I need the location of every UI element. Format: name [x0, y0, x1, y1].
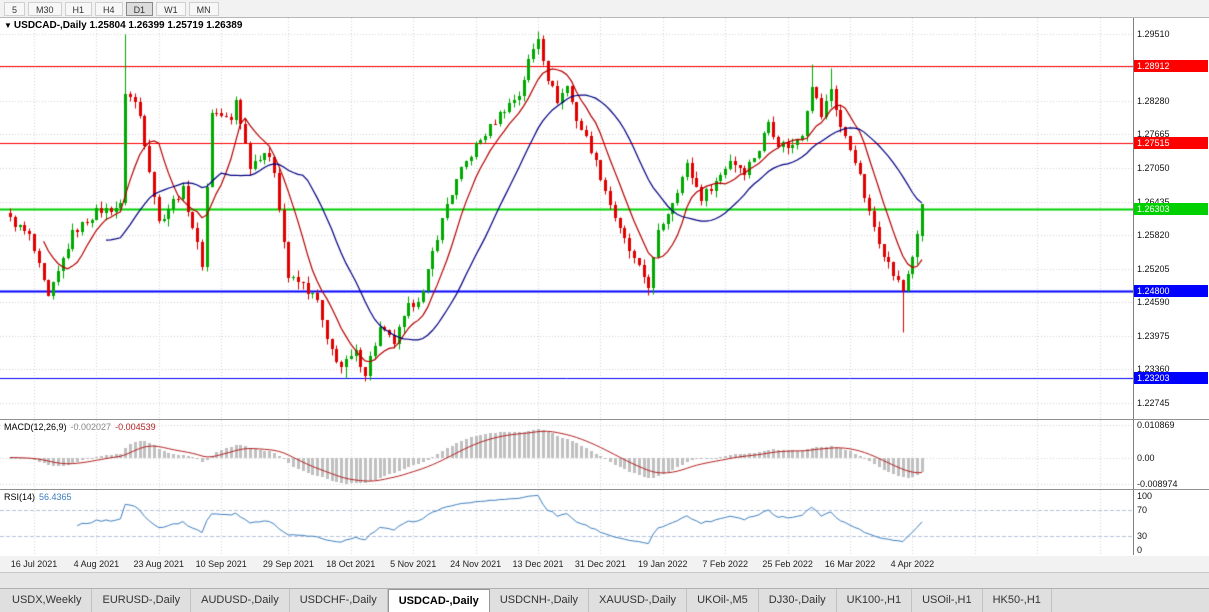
symbol-tab[interactable]: UK100-,H1 — [837, 589, 913, 612]
price-axis-label: 1.27050 — [1137, 163, 1170, 174]
date-axis-label: 4 Apr 2022 — [890, 559, 935, 569]
symbol-tab[interactable]: USDCHF-,Daily — [290, 589, 388, 612]
rsi-axis-label: 70 — [1137, 504, 1148, 515]
macd-axis-label: -0.008974 — [1137, 479, 1178, 489]
price-axis-label: 1.23360 — [1137, 364, 1170, 375]
timeframe-button-m30[interactable]: M30 — [28, 1, 62, 16]
macd-axis-label: 0.010869 — [1137, 420, 1175, 430]
date-axis-label: 31 Dec 2021 — [574, 559, 626, 569]
main-chart-panel: ▼ USDCAD-,Daily 1.25804 1.26399 1.25719 1… — [0, 18, 1209, 420]
symbol-tab[interactable]: DJ30-,Daily — [759, 589, 837, 612]
timeframe-button-mn[interactable]: MN — [188, 1, 219, 16]
rsi-panel: RSI(14) 56.4365 100 70 30 0 — [0, 490, 1209, 556]
symbol-tab[interactable]: EURUSD-,Daily — [92, 589, 192, 612]
rsi-axis[interactable]: 100 70 30 0 — [1133, 490, 1209, 555]
timeframe-button-w1[interactable]: W1 — [156, 1, 186, 16]
window-lower-strip — [0, 573, 1209, 589]
rsi-axis-label: 100 — [1137, 491, 1153, 501]
rsi-axis-label: 30 — [1137, 530, 1148, 541]
macd-axis-label: 0.00 — [1137, 452, 1155, 463]
date-axis-label: 7 Feb 2022 — [702, 559, 748, 569]
date-axis-label: 4 Aug 2021 — [73, 559, 120, 569]
macd-signal-value: -0.004539 — [115, 422, 156, 432]
price-level-tag: 1.27515 — [1134, 136, 1208, 149]
rsi-label: RSI(14) 56.4365 — [4, 492, 72, 502]
date-axis-label: 24 Nov 2021 — [450, 559, 502, 569]
price-axis-label: 1.27665 — [1137, 129, 1170, 140]
date-axis-label: 5 Nov 2021 — [390, 559, 437, 569]
price-axis-label: 1.22745 — [1137, 397, 1170, 408]
rsi-axis-label: 0 — [1137, 545, 1143, 555]
price-level-tag: 1.23203 — [1134, 371, 1208, 384]
date-axis-label: 18 Oct 2021 — [326, 559, 376, 569]
chart-collapse-icon[interactable]: ▼ — [4, 21, 12, 30]
timeframe-button-h1[interactable]: H1 — [64, 1, 93, 16]
symbol-tab[interactable]: UKOil-,M5 — [687, 589, 759, 612]
macd-label: MACD(12,26,9) -0.002027 -0.004539 — [4, 422, 156, 432]
macd-panel: MACD(12,26,9) -0.002027 -0.004539 0.010869… — [0, 420, 1209, 490]
macd-main-value: -0.002027 — [70, 422, 112, 432]
chart-symbol-label: USDCAD-,Daily — [13, 20, 87, 31]
price-axis-label: 1.23975 — [1137, 330, 1170, 341]
date-axis-label: 29 Sep 2021 — [262, 559, 314, 569]
date-axis-label: 25 Feb 2022 — [762, 559, 813, 569]
main-price-axis[interactable]: 1.29510 1.28280 1.27665 1.27050 1.26435 1.258… — [1133, 18, 1209, 419]
date-axis-label: 10 Sep 2021 — [195, 559, 247, 569]
rsi-name: RSI(14) — [4, 492, 36, 502]
price-axis-label: 1.25205 — [1137, 263, 1170, 274]
date-axis[interactable]: 16 Jul 2021 4 Aug 2021 23 Aug 2021 10 Sep 2… — [0, 556, 1209, 573]
symbol-tab[interactable]: USDCNH-,Daily — [490, 589, 590, 612]
chart-title: ▼ USDCAD-,Daily 1.25804 1.26399 1.25719 1… — [4, 20, 242, 31]
date-axis-label: 16 Jul 2021 — [10, 559, 58, 569]
timeframe-button-5[interactable]: 5 — [4, 1, 26, 16]
price-axis-label: 1.29510 — [1137, 28, 1170, 39]
symbol-tab[interactable]: USDX,Weekly — [2, 589, 93, 612]
price-level-tag: 1.24800 — [1134, 284, 1208, 297]
symbol-tab[interactable]: XAUUSD-,Daily — [589, 589, 688, 612]
date-axis-label: 23 Aug 2021 — [133, 559, 185, 569]
date-axis-label: 13 Dec 2021 — [512, 559, 564, 569]
macd-canvas[interactable] — [0, 420, 1133, 489]
timeframe-toolbar: 5 M30 H1 H4 D1 W1 MN — [0, 0, 1209, 18]
price-axis-label: 1.24590 — [1137, 297, 1170, 308]
price-level-tag: 1.26303 — [1134, 202, 1208, 215]
macd-axis[interactable]: 0.010869 0.00 -0.008974 — [1133, 420, 1209, 489]
rsi-value: 56.4365 — [39, 492, 72, 502]
main-chart-canvas[interactable] — [0, 18, 1133, 419]
symbol-tab[interactable]: HK50-,H1 — [983, 589, 1052, 612]
price-axis-label: 1.26435 — [1137, 196, 1170, 207]
timeframe-button-h4[interactable]: H4 — [95, 1, 123, 16]
price-level-tag: 1.28912 — [1134, 60, 1208, 73]
symbol-tab-bar: USDX,Weekly EURUSD-,Daily AUDUSD-,Daily USD… — [0, 589, 1209, 612]
date-axis-label: 19 Jan 2022 — [638, 559, 688, 569]
symbol-tab[interactable]: AUDUSD-,Daily — [191, 589, 290, 612]
symbol-tab[interactable]: USDCAD-,Daily — [387, 589, 490, 612]
price-axis-label: 1.28280 — [1137, 95, 1170, 106]
date-axis-label: 16 Mar 2022 — [824, 559, 876, 569]
rsi-canvas[interactable] — [0, 490, 1133, 555]
macd-name: MACD(12,26,9) — [4, 422, 67, 432]
timeframe-button-d1[interactable]: D1 — [125, 1, 154, 16]
symbol-tab[interactable]: USOil-,H1 — [912, 589, 983, 612]
chart-ohlc-values: 1.25804 1.26399 1.25719 1.26389 — [89, 20, 243, 31]
price-axis-label: 1.25820 — [1137, 230, 1170, 241]
